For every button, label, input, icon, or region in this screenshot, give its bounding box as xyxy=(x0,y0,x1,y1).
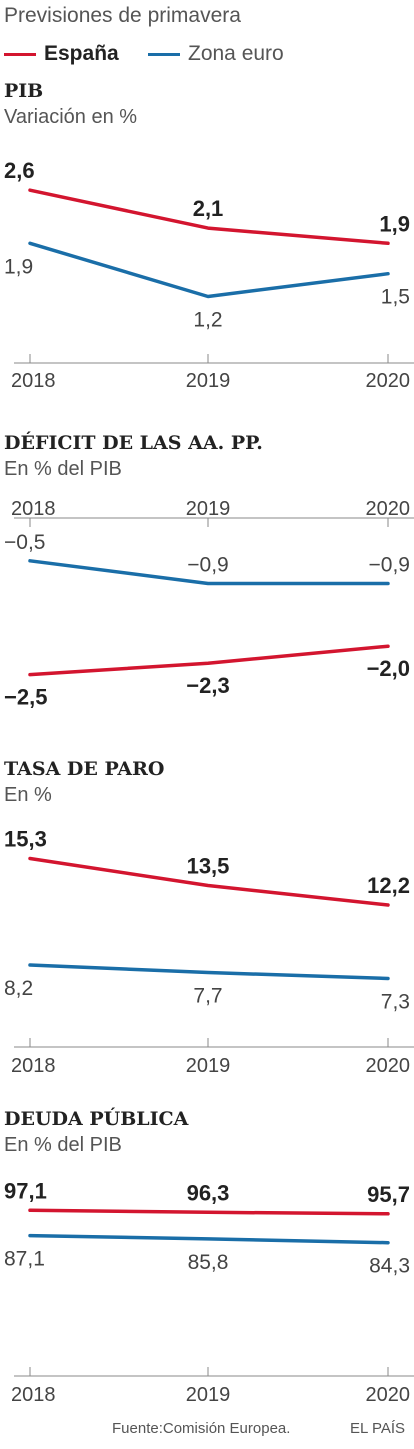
main-title: Previsiones de primavera xyxy=(4,4,241,27)
data-label: 1,9 xyxy=(379,211,410,236)
legend-swatch-espana xyxy=(4,53,36,56)
panel-title: TASA DE PARO xyxy=(4,758,165,780)
data-label: 85,8 xyxy=(188,1251,229,1274)
data-label: −2,0 xyxy=(367,656,410,681)
series-line-zona-euro xyxy=(28,963,390,981)
x-tick-label: 2019 xyxy=(186,1055,231,1077)
x-tick-label: 2019 xyxy=(186,1384,231,1406)
data-label: −2,5 xyxy=(4,685,47,710)
chart-pib: 2018 2019 2020 2,6 2,1 1,9 1,9 1,2 1,5 xyxy=(4,158,414,392)
data-label: 1,5 xyxy=(381,286,410,309)
legend-label-espana: España xyxy=(44,42,119,65)
data-label: 7,3 xyxy=(381,991,410,1014)
legend-label-zona-euro: Zona euro xyxy=(188,42,284,65)
data-label: 15,3 xyxy=(4,827,47,852)
series-line-zona-euro xyxy=(28,241,390,299)
series-line-espana xyxy=(28,856,390,907)
data-label: 96,3 xyxy=(187,1180,230,1205)
series-line-espana xyxy=(28,188,390,246)
x-tick-label: 2019 xyxy=(186,498,231,520)
x-tick-label: 2018 xyxy=(11,498,56,520)
series-line-espana xyxy=(28,1208,390,1216)
data-label: 1,2 xyxy=(193,309,222,332)
x-tick-label: 2020 xyxy=(366,498,411,520)
data-label: 2,6 xyxy=(4,158,35,183)
x-tick-label: 2018 xyxy=(11,1384,56,1406)
source-note: Fuente:Comisión Europea. xyxy=(112,1420,291,1437)
data-label: 7,7 xyxy=(193,985,222,1008)
data-label: 84,3 xyxy=(369,1255,410,1278)
data-label: 1,9 xyxy=(4,255,33,278)
series-line-zona-euro xyxy=(28,559,390,586)
panel-subtitle: En % del PIB xyxy=(4,458,122,480)
data-label: −0,9 xyxy=(369,554,410,577)
panel-title: DÉFICIT DE LAS AA. PP. xyxy=(4,432,263,454)
brand-logo: EL PAÍS xyxy=(350,1420,406,1437)
panel-title: DEUDA PÚBLICA xyxy=(4,1108,189,1130)
data-label: 12,2 xyxy=(367,873,410,898)
data-label: −2,3 xyxy=(186,673,229,698)
data-label: 97,1 xyxy=(4,1178,47,1203)
chart-deficit: 2018 2019 2020 −2,5 −2,3 −2,0 −0,5 −0,9 −0,9 xyxy=(4,498,414,710)
chart-deuda-publica: 2018 2019 2020 97,1 96,3 95,7 87,1 85,8 84,3 xyxy=(4,1178,414,1406)
x-tick-label: 2018 xyxy=(11,1055,56,1077)
data-label: −0,5 xyxy=(4,531,45,554)
data-label: 13,5 xyxy=(187,854,230,879)
series-line-espana xyxy=(28,644,390,677)
panel-deuda-publica: DEUDA PÚBLICA En % del PIB 2018 2019 2020 9… xyxy=(0,1108,414,1408)
data-label: 95,7 xyxy=(367,1182,410,1207)
series-line-zona-euro xyxy=(28,1233,390,1245)
legend-swatch-zona-euro xyxy=(148,53,180,56)
chart-header: Previsiones de primavera España Zona eur… xyxy=(4,4,410,66)
x-tick-label: 2020 xyxy=(366,1055,411,1077)
x-tick-label: 2020 xyxy=(366,1384,411,1406)
panel-subtitle: En % xyxy=(4,784,52,806)
panel-title: PIB xyxy=(4,80,44,102)
footer: Fuente:Comisión Europea. EL PAÍS xyxy=(0,1416,414,1446)
x-tick-label: 2018 xyxy=(11,370,56,392)
chart-tasa-de-paro: 2018 2019 2020 15,3 13,5 12,2 8,2 7,7 7,3 xyxy=(4,827,414,1077)
data-label: 8,2 xyxy=(4,977,33,1000)
data-label: 2,1 xyxy=(193,196,224,221)
data-label: 87,1 xyxy=(4,1248,45,1271)
data-label: −0,9 xyxy=(187,554,228,577)
panel-tasa-de-paro: TASA DE PARO En % 2018 2019 2020 15,3 13,5 12… xyxy=(0,758,414,1088)
panel-deficit: DÉFICIT DE LAS AA. PP. En % del PIB 2018… xyxy=(0,432,414,722)
panel-subtitle: En % del PIB xyxy=(4,1134,122,1156)
panel-subtitle: Variación en % xyxy=(4,106,138,128)
panel-pib: PIB Variación en % 2018 2019 2020 2,6 2,1 1,9… xyxy=(0,80,414,400)
x-tick-label: 2020 xyxy=(366,370,411,392)
x-tick-label: 2019 xyxy=(186,370,231,392)
